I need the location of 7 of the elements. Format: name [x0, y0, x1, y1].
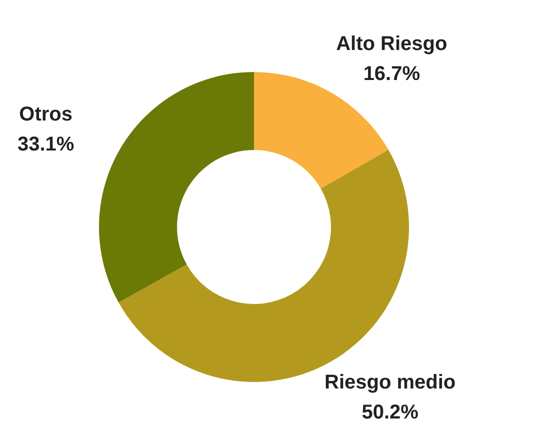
- slice-label: Otros: [19, 103, 73, 126]
- slice-label: Alto Riesgo: [336, 33, 448, 56]
- slice-label: Riesgo medio: [324, 372, 456, 394]
- donut-slice: [99, 72, 254, 303]
- data-label: 33.1%: [17, 133, 74, 156]
- data-label: 16.7%: [363, 63, 420, 86]
- data-label: 50.2%: [362, 402, 419, 424]
